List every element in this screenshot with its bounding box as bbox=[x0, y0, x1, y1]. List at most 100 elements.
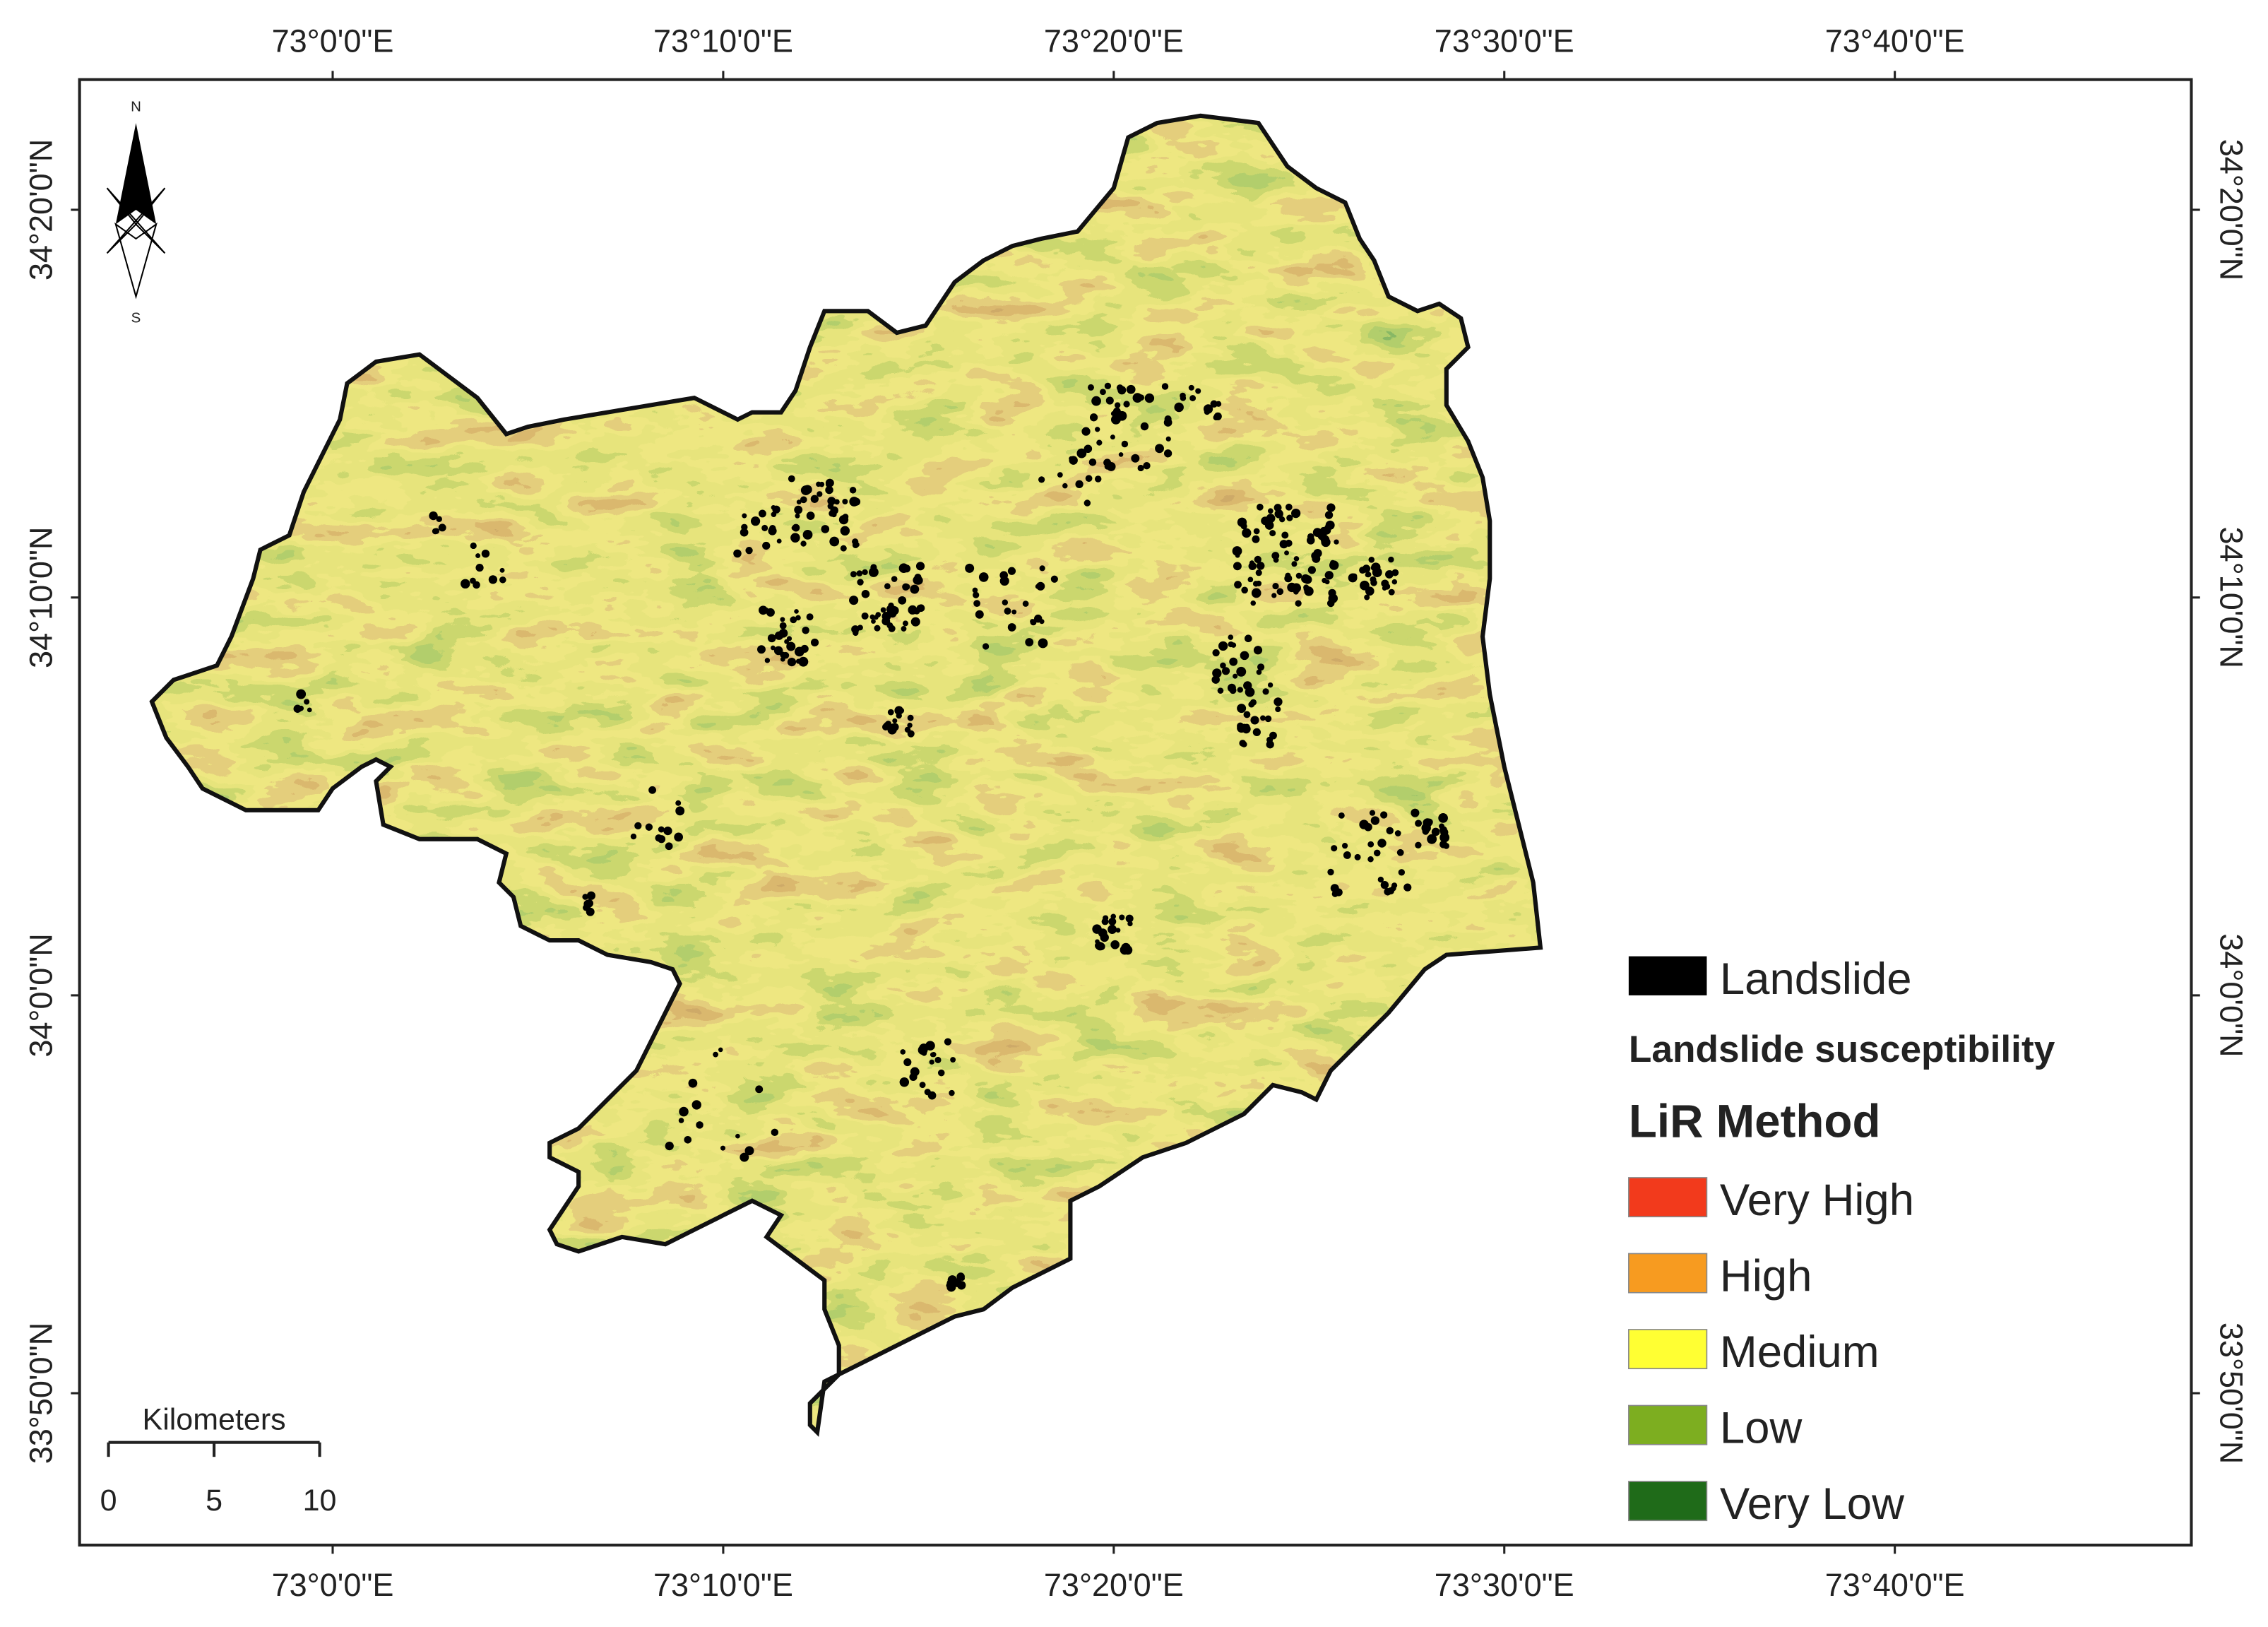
landslide-point bbox=[499, 576, 506, 584]
landslide-point bbox=[1121, 440, 1129, 448]
landslide-point bbox=[794, 609, 799, 614]
landslide-point bbox=[663, 826, 672, 836]
landslide-point bbox=[959, 1275, 966, 1282]
landslide-point bbox=[1311, 552, 1319, 560]
landslide-point bbox=[1285, 503, 1293, 511]
landslide-point bbox=[806, 511, 815, 520]
landslide-point bbox=[1365, 586, 1375, 596]
landslide-point bbox=[1237, 687, 1244, 693]
landslide-point bbox=[1212, 668, 1222, 678]
longitude-label-bottom: 73°40'0"E bbox=[1825, 1567, 1965, 1603]
landslide-point bbox=[1127, 921, 1133, 927]
landslide-point bbox=[1233, 562, 1242, 571]
landslide-point bbox=[1381, 579, 1389, 588]
landslide-point bbox=[1125, 914, 1134, 923]
landslide-point bbox=[691, 1100, 701, 1110]
landslide-point bbox=[1398, 869, 1406, 876]
landslide-point bbox=[764, 658, 771, 663]
landslide-point bbox=[902, 620, 908, 627]
landslide-point bbox=[1114, 402, 1121, 408]
landslide-point bbox=[1057, 472, 1063, 478]
landslide-point bbox=[1271, 552, 1280, 560]
landslide-point bbox=[887, 725, 897, 735]
landslide-point bbox=[1105, 396, 1114, 405]
legend-label: High bbox=[1720, 1252, 1812, 1301]
landslide-point bbox=[675, 806, 685, 816]
landslide-point bbox=[1324, 579, 1330, 585]
landslide-point bbox=[1272, 583, 1279, 590]
landslide-point bbox=[481, 550, 490, 558]
longitude-label-top: 73°40'0"E bbox=[1825, 23, 1965, 59]
landslide-point bbox=[1267, 682, 1273, 688]
landslide-point bbox=[999, 571, 1009, 580]
landslide-point bbox=[978, 572, 989, 582]
landslide-point bbox=[821, 525, 830, 533]
landslide-point bbox=[1380, 811, 1388, 819]
landslide-point bbox=[757, 645, 766, 654]
landslide-point bbox=[499, 567, 505, 573]
landslide-point bbox=[861, 590, 870, 598]
landslide-point bbox=[956, 1281, 966, 1290]
landslide-point bbox=[1267, 508, 1273, 514]
landslide-point bbox=[903, 584, 910, 590]
landslide-point bbox=[1039, 619, 1045, 625]
landslide-point bbox=[784, 639, 790, 644]
landslide-point bbox=[795, 658, 801, 664]
landslide-point bbox=[1038, 476, 1045, 483]
landslide-point bbox=[1326, 599, 1335, 608]
landslide-point bbox=[795, 615, 801, 621]
landslide-point bbox=[907, 722, 913, 728]
landslide-point bbox=[1237, 704, 1247, 714]
legend-label: Medium bbox=[1720, 1327, 1880, 1377]
landslide-point bbox=[745, 547, 753, 555]
landslide-point bbox=[982, 643, 990, 650]
landslide-point bbox=[1370, 579, 1377, 586]
longitude-label-bottom: 73°0'0"E bbox=[272, 1567, 394, 1603]
legend: Landslide susceptibility LiR Method Land… bbox=[1628, 954, 2055, 1529]
landslide-point bbox=[678, 1118, 684, 1123]
landslide-point bbox=[665, 842, 673, 851]
landslide-point bbox=[850, 571, 857, 578]
legend-swatch bbox=[1628, 1404, 1708, 1445]
landslide-point bbox=[658, 826, 665, 833]
landslide-point bbox=[857, 579, 864, 586]
legend-swatch bbox=[1628, 1481, 1708, 1522]
landslide-point bbox=[1295, 600, 1302, 607]
landslide-point bbox=[1094, 475, 1102, 483]
landslide-points bbox=[293, 382, 1450, 1292]
landslide-point bbox=[1117, 410, 1127, 421]
landslide-point bbox=[898, 563, 909, 574]
landslide-point bbox=[910, 1067, 920, 1077]
landslide-point bbox=[829, 536, 840, 547]
landslide-point bbox=[1188, 384, 1194, 391]
landslide-point bbox=[1110, 410, 1116, 417]
landslide-point bbox=[741, 523, 748, 531]
landslide-point bbox=[887, 709, 894, 716]
landslide-point bbox=[825, 478, 834, 487]
landslide-point bbox=[1050, 575, 1058, 583]
landslide-point bbox=[1249, 699, 1257, 706]
landslide-point bbox=[1115, 928, 1121, 933]
landslide-point bbox=[800, 496, 807, 504]
landslide-point bbox=[1011, 609, 1017, 615]
landslide-point bbox=[849, 487, 857, 494]
landslide-point bbox=[1137, 464, 1144, 472]
landslide-point bbox=[1098, 928, 1108, 938]
landslide-point bbox=[914, 574, 922, 581]
legend-title: Landslide susceptibility bbox=[1629, 1029, 2055, 1070]
landslide-point bbox=[679, 1106, 689, 1117]
longitude-label-top: 73°20'0"E bbox=[1044, 23, 1184, 59]
landslide-point bbox=[921, 1051, 927, 1056]
arrow-cross bbox=[106, 187, 166, 254]
landslide-point bbox=[438, 523, 446, 532]
landslide-point bbox=[1391, 882, 1398, 889]
landslide-point bbox=[1218, 641, 1228, 651]
landslide-point bbox=[771, 1128, 779, 1137]
landslide-point bbox=[773, 646, 783, 656]
landslide-point bbox=[787, 657, 797, 667]
landslide-point bbox=[1324, 511, 1334, 519]
landslide-point bbox=[1370, 565, 1377, 571]
landslide-point bbox=[475, 563, 484, 572]
